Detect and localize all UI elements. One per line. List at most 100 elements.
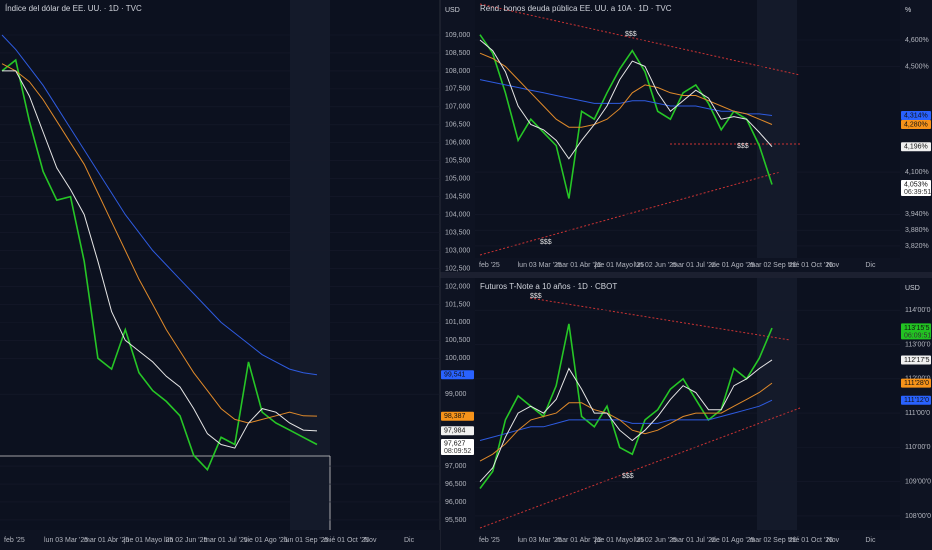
pane-separator [440,272,932,278]
y-tick-label: 104,500 [445,193,470,200]
x-tick-label: feb '25 [479,537,500,544]
x-tick-label: mié 01 Oct '25 [788,262,833,269]
annotation: $$$ [737,143,749,150]
x-tick-label: Dic [865,262,876,269]
y-tick-label: 102,500 [445,265,470,272]
x-tick-label: lun 02 Jun '25 [634,537,677,544]
x-tick-label: lun 01 Sep '25 [284,537,329,544]
y-tick-label: 108,500 [445,50,470,57]
x-tick-label: mié 01 Oct '25 [324,537,369,544]
y-tick-label: 101,500 [445,301,470,308]
moving-average [479,399,773,441]
y-tick-label: 105,500 [445,158,470,165]
x-tick-label: lun 03 Mar '25 [518,262,562,269]
chart-title: Futuros T-Note a 10 años · 1D · CBOT [480,282,617,291]
price-tag-label: 97,984 [444,428,466,435]
x-tick-label: jue 01 Mayo '25 [594,537,644,544]
price-tag [901,323,931,340]
moving-average [479,382,773,462]
x-tick-label: lun 03 Mar '25 [44,537,88,544]
x-tick-label: lun 02 Jun '25 [164,537,207,544]
axis-unit: USD [445,7,460,14]
axis-unit: % [905,7,911,14]
y-tick-label: 104,000 [445,211,470,218]
price-tag-label: 111'28'0 [904,380,929,387]
price-line [1,58,318,472]
price-tag [901,111,931,121]
y-tick-label: 100,500 [445,337,470,344]
y-tick-label: 108'00'0 [905,513,931,520]
annotation: $$$ [530,293,542,300]
price-tag [441,411,474,421]
y-tick-label: 109'00'0 [905,479,931,486]
moving-average [1,34,318,376]
price-tag [441,439,474,456]
y-tick-label: 110'00'0 [905,444,931,451]
y-tick-label: 113'00'0 [905,341,931,348]
price-tag [441,370,474,380]
price-tag-label: 4,053% [904,181,928,188]
y-tick-label: 95,500 [445,517,467,524]
x-tick-label: mar 01 Jul '25 [672,537,716,544]
price-tag-label: 4,280% [904,121,928,128]
price-tag [901,378,931,388]
price-tag [441,426,474,436]
date-axis [0,530,440,550]
y-tick-label: 108,000 [445,68,470,75]
annotation: $$$ [540,239,552,246]
date-axis [475,530,900,550]
price-tag-label: 4,314% [904,112,928,119]
price-tag [901,120,931,130]
y-tick-label: 3,820% [905,243,929,250]
moving-average [479,359,773,483]
price-tag-label: 99,541 [444,372,466,379]
x-tick-label: vie 01 Ago '25 [711,537,755,544]
y-tick-label: 100,000 [445,355,470,362]
price-tag-countdown: 06:39:51 [904,189,931,196]
price-line [479,34,773,199]
price-tag-label: 97,627 [444,440,466,447]
price-tag [901,179,931,196]
moving-average [1,63,318,424]
y-tick-label: 103,500 [445,229,470,236]
x-tick-label: Nov [827,262,840,269]
price-tag [901,142,931,152]
y-tick-label: 3,940% [905,211,929,218]
y-tick-label: 107,000 [445,104,470,111]
price-tag-countdown: 08:09:52 [444,448,471,455]
zone [757,0,797,258]
trend-line [479,407,801,529]
y-tick-label: 101,000 [445,319,470,326]
x-tick-label: mar 01 Jul '25 [672,262,716,269]
y-tick-label: 3,880% [905,227,929,234]
moving-average [2,70,318,449]
chart-title: Rend. bonos deuda pública EE. UU. a 10A … [480,4,672,13]
x-tick-label: mar 01 Jul '25 [204,537,248,544]
x-tick-label: mar 01 Abr '25 [84,537,129,544]
x-tick-label: vie 01 Ago '25 [244,537,288,544]
date-axis [475,258,900,272]
x-tick-label: vie 01 Ago '25 [711,262,755,269]
price-tag-countdown: 06:09:51 [904,332,931,339]
y-tick-label: 99,000 [445,391,467,398]
y-tick-label: 96,500 [445,481,467,488]
x-tick-label: jue 01 Mayo '25 [123,537,173,544]
x-tick-label: mié 01 Oct '25 [788,537,833,544]
y-tick-label: 109,000 [445,32,470,39]
y-tick-label: 4,600% [905,37,929,44]
y-tick-label: 105,000 [445,176,470,183]
x-tick-label: mar 02 Sep '25 [749,537,796,544]
y-tick-label: 97,000 [445,463,467,470]
x-tick-label: lun 02 Jun '25 [634,262,677,269]
price-tag-label: 4,196% [904,144,928,151]
annotation: $$$ [625,31,637,38]
y-tick-label: 102,000 [445,283,470,290]
axis-unit: USD [905,285,920,292]
price-tag-label: 113'15'5 [904,325,930,332]
y-tick-label: 114'00'0 [905,307,931,314]
price-tag-label: 111'12'0 [904,397,929,404]
price-tag-label: 98,387 [444,413,466,420]
y-tick-label: 106,500 [445,122,470,129]
